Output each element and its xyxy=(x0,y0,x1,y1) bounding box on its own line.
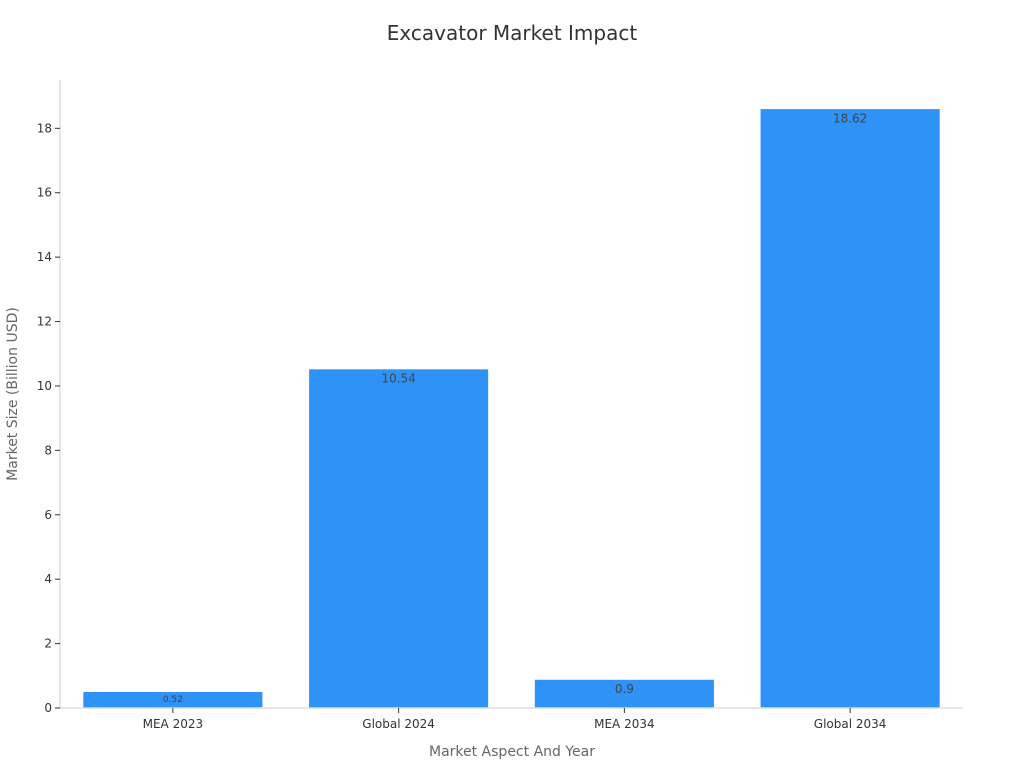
y-axis-title: Market Size (Billion USD) xyxy=(5,307,21,481)
y-tick-label: 8 xyxy=(44,443,52,457)
x-tick-label: Global 2034 xyxy=(814,717,887,731)
bar-mea-2034 xyxy=(533,678,716,709)
y-tick-label: 10 xyxy=(37,379,52,393)
bar-global-2034 xyxy=(759,107,942,709)
x-tick-label: MEA 2034 xyxy=(594,717,655,731)
y-tick-label: 18 xyxy=(37,121,52,135)
x-tick-label: Global 2024 xyxy=(362,717,435,731)
y-tick-label: 6 xyxy=(44,508,52,522)
x-tick-label: MEA 2023 xyxy=(143,717,204,731)
data-label: 10.54 xyxy=(381,372,415,386)
y-tick-label: 2 xyxy=(44,637,52,651)
y-tick-label: 16 xyxy=(37,186,52,200)
y-tick-label: 0 xyxy=(44,701,52,715)
data-labels-layer: 0.52 10.54 0.9 18.62 xyxy=(163,111,867,705)
data-label: 18.62 xyxy=(833,111,867,125)
y-tick-label: 4 xyxy=(44,572,52,586)
y-tick-label: 14 xyxy=(37,250,52,264)
data-label: 0.9 xyxy=(615,682,634,696)
x-axis-title: Market Aspect And Year xyxy=(429,744,595,760)
data-label: 0.52 xyxy=(163,695,183,705)
bar-global-2024 xyxy=(307,367,490,709)
bars-layer xyxy=(81,107,942,709)
chart-title: Excavator Market Impact xyxy=(387,21,638,45)
axes-layer: 0 2 4 6 8 10 12 14 16 18 MEA 2023 Global 2024 MEA 20… xyxy=(37,80,963,731)
y-tick-label: 12 xyxy=(37,315,52,329)
